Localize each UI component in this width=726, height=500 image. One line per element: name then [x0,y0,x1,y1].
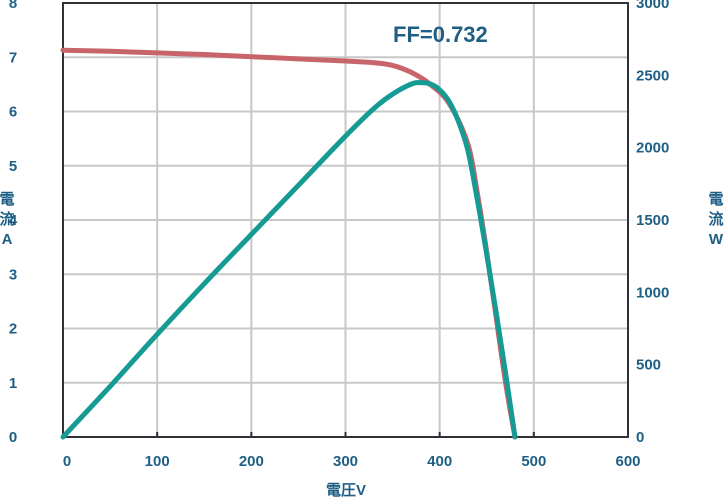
y-left-title-char-2: 流 [0,210,15,228]
y-right-title-char-3: W [709,231,724,248]
fill-factor-annotation: FF=0.732 [393,22,488,47]
grid [62,3,629,437]
x-axis-title: 電圧V [326,482,366,499]
y-left-tick-label: 8 [9,0,17,12]
y-right-title-char-2: 流 [708,210,723,228]
x-tick-label: 500 [521,453,546,470]
x-axis-ticks: 0 100 200 300 400 500 600 [63,453,641,470]
y-left-title-char-1: 電 [0,191,15,208]
y-right-title-char-1: 電 [708,191,723,208]
y-left-tick-label: 3 [9,266,17,283]
x-tick-label: 200 [239,453,264,470]
plot-area [62,2,629,438]
y-left-tick-label: 6 [9,104,17,121]
current-curve-line [60,47,518,440]
y-left-tick-label: 4 [9,212,18,229]
y-right-tick-label: 3000 [636,0,669,12]
x-tick-label: 0 [63,453,71,470]
y-right-tick-label: 1500 [636,212,669,229]
y-left-title-char-3: A [2,231,13,248]
y-axis-left-title: 電 流 A [0,191,15,248]
y-right-tick-label: 0 [636,429,644,446]
power-curve-line [60,80,518,440]
y-left-tick-label: 2 [9,321,17,338]
y-axis-left-ticks: 0 1 2 3 4 5 6 7 8 [9,0,18,446]
y-left-tick-label: 7 [9,49,17,66]
y-axis-right-ticks: 0 500 1000 1500 2000 2500 3000 [636,0,669,446]
y-right-tick-label: 2500 [636,67,669,84]
y-right-tick-label: 500 [636,357,661,374]
x-tick-label: 400 [427,453,452,470]
y-right-tick-label: 1000 [636,284,669,301]
y-left-tick-label: 0 [9,429,17,446]
y-left-tick-label: 5 [9,158,17,175]
x-tick-label: 100 [145,453,170,470]
y-left-tick-label: 1 [9,375,17,392]
series-layer [60,47,518,440]
x-tick-label: 300 [333,453,358,470]
x-tick-label: 600 [615,453,640,470]
y-right-tick-label: 2000 [636,140,669,157]
y-axis-right-title: 電 流 W [708,191,723,248]
